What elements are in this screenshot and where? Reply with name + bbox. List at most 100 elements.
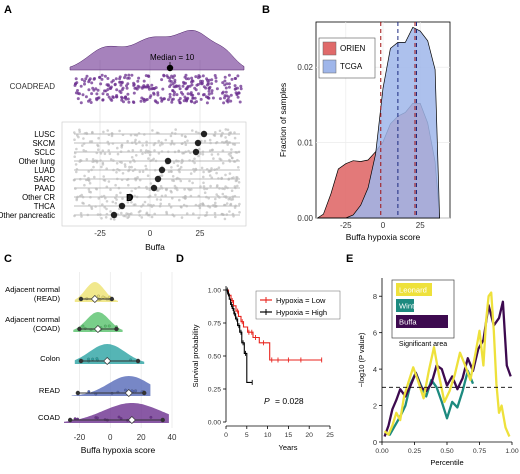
coadread-point xyxy=(123,76,126,80)
coadread-point xyxy=(227,85,231,89)
cancer-point xyxy=(231,156,234,160)
cancer-point xyxy=(87,188,91,191)
coadread-point xyxy=(205,101,209,105)
cancer-point xyxy=(133,194,136,198)
e-xtick-label: 0.25 xyxy=(408,448,421,455)
cancer-point xyxy=(137,132,141,135)
ridge-max xyxy=(114,326,119,332)
cancer-point xyxy=(205,195,208,199)
coadread-point xyxy=(131,100,135,104)
coadread-point xyxy=(146,74,150,78)
cancer-point xyxy=(74,163,78,166)
panel-b-chart: -25 0 25 0.00 0.01 0.02 ORIEN TCGA Buffa hypox… xyxy=(278,21,451,242)
cancer-point xyxy=(105,200,109,203)
cancer-point xyxy=(109,158,113,161)
cancer-point xyxy=(227,133,231,137)
cancer-point xyxy=(157,131,160,135)
cancer-point xyxy=(171,179,174,182)
ridge-min xyxy=(67,417,73,423)
cancer-point xyxy=(138,140,141,144)
cancer-point xyxy=(85,131,88,135)
cancer-point xyxy=(202,185,206,188)
cancer-point xyxy=(94,205,97,208)
cancer-point xyxy=(127,215,131,218)
cancer-point xyxy=(80,193,83,197)
cancer-point xyxy=(193,157,196,161)
coadread-point xyxy=(118,80,122,84)
line-leonard xyxy=(383,291,511,437)
cancer-point xyxy=(73,178,76,182)
cancer-point xyxy=(224,128,228,131)
coadread-point xyxy=(121,86,125,90)
cancer-point xyxy=(158,204,162,208)
coadread-point xyxy=(170,100,174,104)
cancer-median xyxy=(200,130,208,138)
cancer-point xyxy=(148,188,151,191)
coadread-point xyxy=(190,83,194,87)
cancer-point xyxy=(183,140,187,144)
cancer-point xyxy=(169,134,173,138)
cancer-point xyxy=(234,151,238,154)
cancer-point xyxy=(105,212,109,216)
cancer-point xyxy=(82,137,85,140)
coadread-point xyxy=(181,84,185,88)
coadread-point xyxy=(191,93,195,97)
coadread-point xyxy=(167,98,170,102)
coadread-point xyxy=(171,89,175,93)
legend-swatch xyxy=(322,59,337,74)
d-ytick-label: 0.00 xyxy=(208,420,221,427)
cancer-point xyxy=(149,150,152,154)
e-ytick-label: 2 xyxy=(373,402,377,411)
cancer-point xyxy=(231,142,235,146)
cancer-point xyxy=(116,152,120,156)
cancer-point xyxy=(143,200,147,204)
group-label: READ xyxy=(39,386,61,395)
cancer-area-frame xyxy=(61,121,247,227)
coadread-point xyxy=(168,79,172,83)
ridge-median xyxy=(127,416,136,424)
cancer-point xyxy=(178,170,181,174)
coadread-point xyxy=(92,77,96,81)
cancer-point xyxy=(172,214,176,218)
coadread-point xyxy=(165,74,169,78)
coadread-point xyxy=(97,96,101,100)
cancer-medians xyxy=(110,130,208,219)
coadread-point xyxy=(195,83,199,87)
cancer-point xyxy=(217,166,221,169)
coadread-point xyxy=(84,77,88,81)
b-ytick-label: 0.01 xyxy=(297,139,313,148)
cancer-point xyxy=(159,202,162,206)
cancer-point xyxy=(117,186,121,190)
cancer-point xyxy=(133,168,137,171)
cancer-point xyxy=(124,165,127,168)
cancer-point xyxy=(238,211,241,214)
cancer-point xyxy=(174,128,177,131)
cancer-point xyxy=(173,184,177,188)
cancer-point xyxy=(215,193,218,196)
cancer-point xyxy=(130,189,133,193)
e-xtick-label: 0.00 xyxy=(375,448,388,455)
coadread-point xyxy=(223,83,227,87)
cancer-point xyxy=(189,172,193,175)
cancer-point xyxy=(212,157,215,160)
pvalue-lines xyxy=(383,291,512,437)
cancer-point xyxy=(205,168,209,171)
cancer-point xyxy=(228,172,232,175)
coadread-point xyxy=(211,96,215,100)
d-ytick-label: 1.00 xyxy=(208,288,221,295)
coadread-point xyxy=(198,75,202,79)
coadread-point xyxy=(143,85,147,89)
b-xtick-label: -25 xyxy=(340,221,352,230)
coadread-point xyxy=(214,76,218,80)
cancer-point xyxy=(145,149,148,152)
cancer-point xyxy=(109,217,113,221)
cancer-point xyxy=(221,149,225,152)
coadread-point xyxy=(124,95,127,99)
ridge-densities xyxy=(64,282,169,424)
cancer-point xyxy=(101,163,105,166)
median-lines xyxy=(380,22,417,218)
coadread-point xyxy=(223,94,227,98)
cancer-point xyxy=(164,194,167,197)
cancer-point xyxy=(222,213,225,216)
